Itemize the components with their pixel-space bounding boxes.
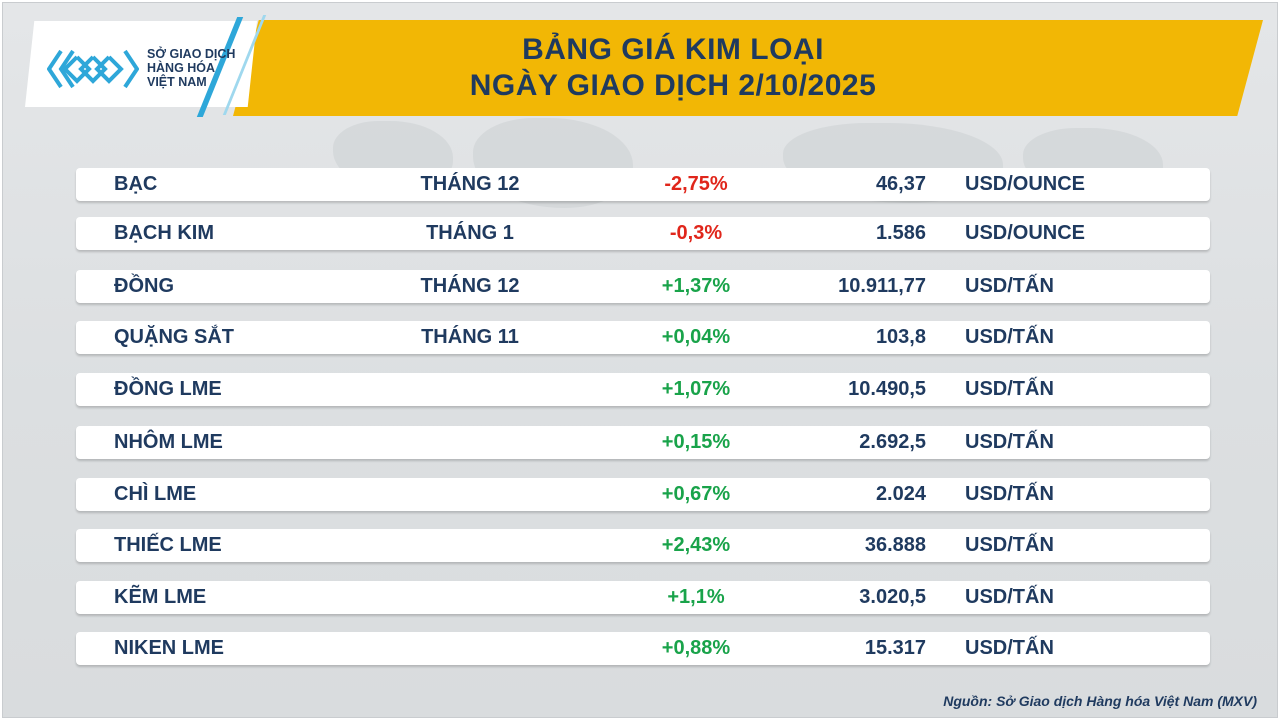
price-value: 46,37 <box>875 173 926 195</box>
price-unit: USD/TẤN <box>965 431 1054 453</box>
logo-text: SỞ GIAO DỊCH HÀNG HÓA VIỆT NAM <box>147 47 235 89</box>
price-value: 3.020,5 <box>859 586 926 608</box>
price-change: -0,3% <box>669 222 723 244</box>
title-banner <box>233 20 1263 116</box>
price-change: +2,43% <box>661 534 731 556</box>
price-change: +0,88% <box>661 637 731 659</box>
metal-name: QUẶNG SẮT <box>114 326 234 348</box>
price-change: +1,1% <box>667 586 725 608</box>
price-value: 2.024 <box>875 483 926 505</box>
metal-name: KẼM LME <box>114 586 207 608</box>
metal-name: ĐỒNG LME <box>114 378 222 400</box>
contract-month <box>363 529 577 562</box>
price-unit: USD/TẤN <box>965 534 1054 556</box>
logo-line: VIỆT NAM <box>147 75 207 89</box>
price-unit: USD/TẤN <box>965 378 1054 400</box>
price-value: 15.317 <box>864 637 926 659</box>
logo-line: SỞ GIAO DỊCH <box>147 47 236 61</box>
contract-month: THÁNG 1 <box>426 222 514 244</box>
price-unit: USD/OUNCE <box>965 222 1086 244</box>
table-row: BẠC THÁNG 12 -2,75% 46,37 USD/OUNCE <box>76 168 1210 201</box>
price-value: 2.692,5 <box>859 431 926 453</box>
table-row: THIẾC LME +2,43% 36.888 USD/TẤN <box>76 529 1210 562</box>
price-unit: USD/TẤN <box>965 637 1054 659</box>
metal-name: BẠCH KIM <box>114 222 214 244</box>
price-change: -2,75% <box>664 173 728 195</box>
table-row: KẼM LME +1,1% 3.020,5 USD/TẤN <box>76 581 1210 614</box>
price-change: +0,15% <box>661 431 731 453</box>
contract-month <box>363 632 577 665</box>
price-change: +0,04% <box>661 326 731 348</box>
price-value: 103,8 <box>875 326 926 348</box>
price-change: +1,07% <box>661 378 731 400</box>
price-unit: USD/TẤN <box>965 586 1054 608</box>
table-row: NHÔM LME +0,15% 2.692,5 USD/TẤN <box>76 426 1210 459</box>
price-value: 1.586 <box>875 222 926 244</box>
contract-month: THÁNG 12 <box>420 173 520 195</box>
table-row: QUẶNG SẮT THÁNG 11 +0,04% 103,8 USD/TẤN <box>76 321 1210 354</box>
table-row: BẠCH KIM THÁNG 1 -0,3% 1.586 USD/OUNCE <box>76 217 1210 250</box>
price-change: +1,37% <box>661 275 731 297</box>
metal-name: BẠC <box>114 173 158 195</box>
price-value: 10.490,5 <box>848 378 926 400</box>
price-value: 36.888 <box>864 534 926 556</box>
table-row: ĐỒNG LME +1,07% 10.490,5 USD/TẤN <box>76 373 1210 406</box>
price-unit: USD/OUNCE <box>965 173 1086 195</box>
contract-month <box>363 478 577 511</box>
contract-month <box>363 426 577 459</box>
contract-month: THÁNG 12 <box>420 275 520 297</box>
page-title: BẢNG GIÁ KIM LOẠI <box>522 33 824 66</box>
metal-name: NIKEN LME <box>114 637 224 659</box>
metal-name: THIẾC LME <box>114 534 222 556</box>
price-unit: USD/TẤN <box>965 275 1054 297</box>
mxv-logo-icon <box>47 49 139 89</box>
table-row: NIKEN LME +0,88% 15.317 USD/TẤN <box>76 632 1210 665</box>
metal-name: ĐỒNG <box>114 275 174 297</box>
metal-name: NHÔM LME <box>114 431 223 453</box>
metal-name: CHÌ LME <box>114 483 197 505</box>
contract-month: THÁNG 11 <box>421 326 519 348</box>
logo-line: HÀNG HÓA <box>147 61 216 75</box>
price-unit: USD/TẤN <box>965 326 1054 348</box>
price-change: +0,67% <box>661 483 731 505</box>
table-row: CHÌ LME +0,67% 2.024 USD/TẤN <box>76 478 1210 511</box>
page-subtitle: NGÀY GIAO DỊCH 2/10/2025 <box>469 69 877 102</box>
source-note: Nguồn: Sở Giao dịch Hàng hóa Việt Nam (M… <box>943 693 1257 709</box>
table-row: ĐỒNG THÁNG 12 +1,37% 10.911,77 USD/TẤN <box>76 270 1210 303</box>
price-value: 10.911,77 <box>838 275 926 297</box>
contract-month <box>363 581 577 614</box>
price-unit: USD/TẤN <box>965 483 1054 505</box>
contract-month <box>363 373 577 406</box>
